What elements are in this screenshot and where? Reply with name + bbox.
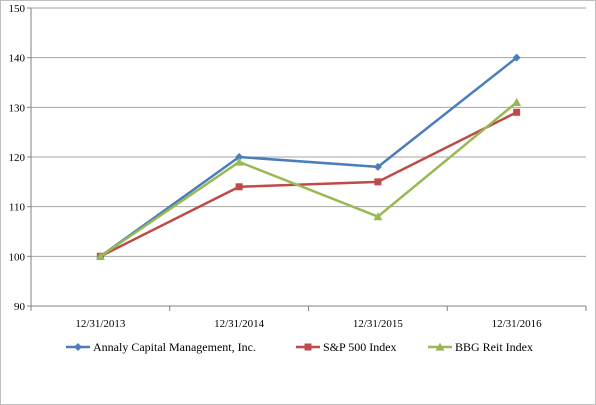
y-tick-label: 150 [9,3,26,15]
y-tick-label: 100 [9,251,26,263]
y-tick-label: 140 [9,53,26,65]
data-point [513,108,521,116]
legend-marker [74,343,82,351]
data-point [373,162,382,171]
series-line [99,101,518,258]
series-line [99,56,518,258]
data-point [512,97,522,106]
data-point [235,153,244,161]
series-3 [95,97,522,260]
x-tick-label: 12/31/2013 [75,318,126,330]
x-tick-label: 12/31/2016 [492,318,543,330]
series-2 [96,108,521,260]
legend-marker [304,343,312,351]
legend-item: Annaly Capital Management, Inc. [66,340,256,354]
data-point [234,157,244,166]
x-tick-label: 12/31/2015 [353,318,404,330]
data-point [373,212,383,221]
y-tick-label: 120 [9,152,26,164]
legend-marker [435,342,445,351]
x-tick-label: 12/31/2014 [214,318,265,330]
series-line [99,111,518,258]
series-group [95,53,522,261]
legend-label: Annaly Capital Management, Inc. [93,340,256,354]
grid-lines [31,7,586,307]
legend-item: S&P 500 Index [296,340,397,354]
legend: Annaly Capital Management, Inc. S&P 500 I… [66,340,533,354]
data-point [512,53,521,62]
y-tick-label: 90 [14,301,26,313]
data-point [95,251,105,260]
x-axis-ticks: 12/31/2013 12/31/2014 12/31/2015 12/31/2016 [30,306,587,330]
legend-item: BBG Reit Index [428,340,533,354]
y-tick-label: 110 [9,202,26,214]
legend-label: BBG Reit Index [455,340,533,354]
y-tick-label: 130 [9,102,26,114]
data-point [235,183,243,191]
data-point [374,178,382,186]
y-axis-ticks: 90 100 110 120 130 140 150 [9,3,31,313]
legend-label: S&P 500 Index [323,340,397,354]
